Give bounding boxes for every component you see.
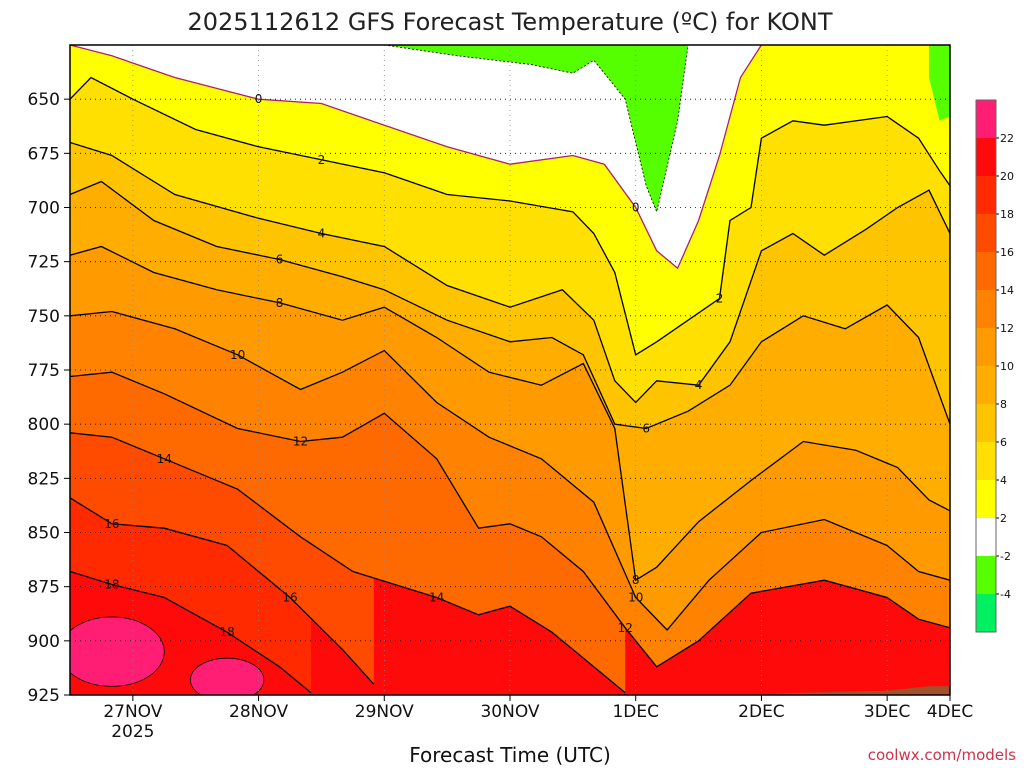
isotherm-label: 6 [642,422,650,436]
x-tick-label: 30NOV [480,702,539,722]
band-above-2 [70,45,950,355]
y-tick-label: 775 [28,361,60,381]
isotherm-label: 12 [293,435,308,449]
colorbar-label: -4 [1000,588,1011,601]
isotherm-10 [70,310,950,631]
credit-text: coolwx.com/models [868,746,1016,764]
x-axis-label: Forecast Time (UTC) [409,743,611,767]
isotherm-label: 18 [104,578,119,592]
colorbar-swatch [976,176,996,214]
colorbar-swatch [976,328,996,366]
terrain [740,686,950,695]
y-tick-label: 800 [28,415,60,435]
colorbar-label: 10 [1000,360,1014,373]
x-tick-label: 3DEC [864,702,911,722]
isotherm-14 [70,432,626,694]
x-tick-label: 2DEC [738,702,785,722]
isotherm-2 [70,76,950,356]
x-tick-sublabel: 2025 [111,722,154,742]
colorbar-label: 12 [1000,322,1014,335]
colorbar-label: 20 [1000,170,1014,183]
isotherm-label: 4 [695,378,703,392]
colorbar-swatch [976,138,996,176]
isotherm-label: 2 [318,153,326,167]
colorbar-label: 22 [1000,132,1014,145]
y-tick-label: 925 [28,686,60,706]
band-cold-pocket-2 [929,45,950,121]
x-tick-label: 4DEC [927,702,974,722]
colorbar-swatch [976,290,996,328]
y-tick-label: 825 [28,469,60,489]
y-tick-label: 700 [28,199,60,219]
colorbar-swatch [976,404,996,442]
isotherm-label: 0 [632,201,640,215]
isotherm-label: 4 [318,227,326,241]
colorbar-label: 16 [1000,246,1014,259]
band-hot-spot [190,657,265,695]
isotherm-label: 6 [276,253,284,267]
y-tick-label: 675 [28,144,60,164]
isotherm-label: 8 [276,296,284,310]
isotherm-label: 16 [282,591,297,605]
y-tick-label: 875 [28,578,60,598]
colorbar-swatch [976,366,996,404]
colorbar-swatch [976,442,996,480]
colorbar-label: 8 [1000,398,1007,411]
x-tick-label: 29NOV [355,702,414,722]
isotherm-label: 0 [255,92,263,106]
colorbar-swatch [976,100,996,138]
colorbar-frame [975,99,997,633]
chart-title: 2025112612 GFS Forecast Temperature (ºC)… [188,8,833,36]
isotherm-6 [70,180,950,430]
colorbar-label: 18 [1000,208,1014,221]
colorbar-swatch [976,556,996,594]
isotherm-0 [70,45,762,270]
isotherm-label: 10 [230,348,245,362]
band-hot-spot [70,616,165,687]
colorbar-swatch [976,594,996,632]
y-tick-label: 725 [28,253,60,273]
x-tick-label: 28NOV [229,702,288,722]
y-tick-label: 850 [28,524,60,544]
colorbar-label: 4 [1000,474,1007,487]
isotherm-16 [70,497,375,685]
isotherm-12 [70,371,950,668]
colorbar-swatch [976,252,996,290]
isotherm-4 [70,141,950,404]
isotherm-label: 10 [628,591,643,605]
isotherm-label: 18 [220,625,235,639]
colorbar-swatch [976,214,996,252]
isotherm-label: 16 [104,517,119,531]
colorbar-swatch [976,518,996,556]
y-tick-label: 750 [28,307,60,327]
isotherm-label: 2 [716,292,724,306]
colorbar-swatch [976,480,996,518]
y-tick-label: 900 [28,632,60,652]
isotherm-label: 8 [632,573,640,587]
y-tick-label: 650 [28,90,60,110]
isotherm-label: 14 [157,452,172,466]
isotherm-label: 12 [618,621,633,635]
colorbar-label: 14 [1000,284,1014,297]
isotherm-18 [70,570,312,694]
isotherm-8 [70,245,950,582]
isotherm-label: 14 [429,591,444,605]
x-tick-label: 27NOV [103,702,162,722]
colorbar-label: 6 [1000,436,1007,449]
colorbar-label: 2 [1000,512,1007,525]
colorbar-label: -2 [1000,550,1011,563]
band-above-0 [70,45,762,269]
x-tick-label: 1DEC [612,702,659,722]
